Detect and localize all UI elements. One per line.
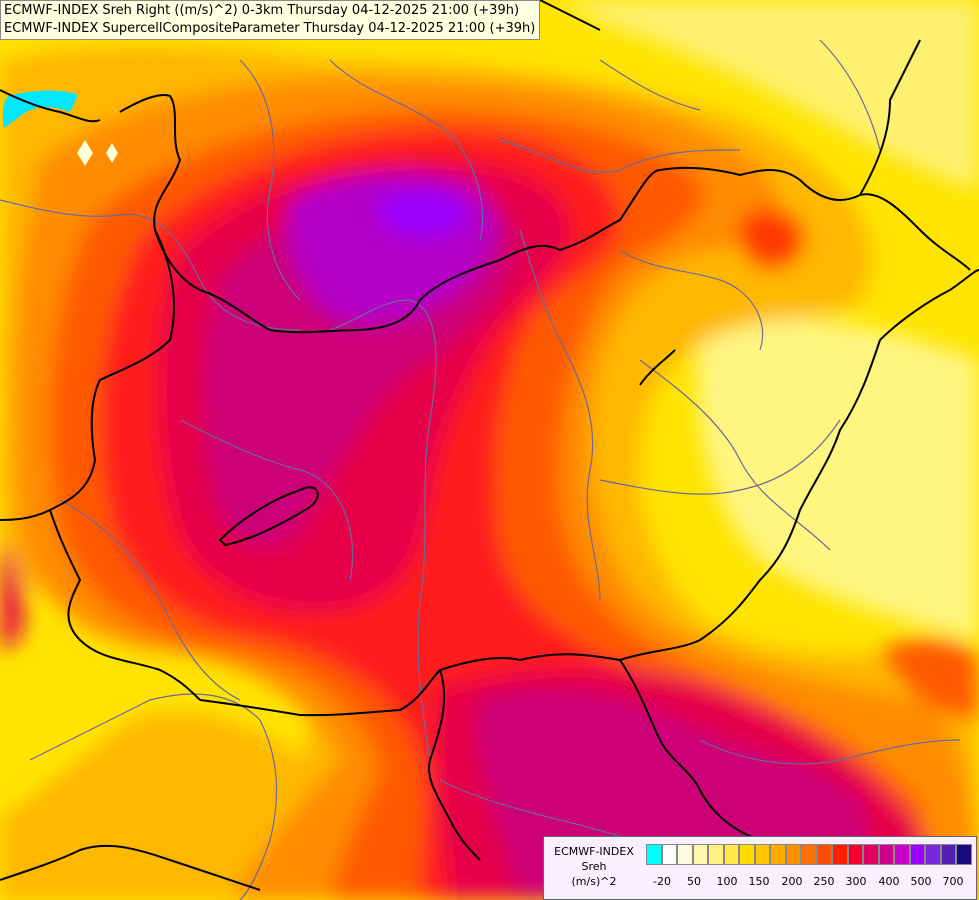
legend-swatch: [770, 844, 786, 865]
region-borders: [0, 39, 961, 900]
legend-swatch: [723, 844, 739, 865]
legend-swatch: [708, 844, 724, 865]
field-red-se: [880, 639, 979, 720]
legend-swatch: [816, 844, 832, 865]
title-line-sreh: ECMWF-INDEX Sreh Right ((m/s)^2) 0-3km T…: [4, 3, 520, 18]
legend-tick-label: -20: [653, 875, 671, 888]
field-light-yellow-ne: [560, 0, 979, 190]
legend-swatch: [878, 844, 894, 865]
legend-swatch: [940, 844, 956, 865]
legend-tick-label: 700: [942, 875, 964, 888]
field-light-yellow-east: [696, 317, 979, 640]
title-line-scp: ECMWF-INDEX SupercellCompositeParameter …: [4, 21, 536, 36]
field-red-ne-blob: [738, 207, 806, 270]
legend-tick-label: 50: [687, 875, 701, 888]
legend-swatch: [801, 844, 817, 865]
legend-tick-label: 100: [716, 875, 738, 888]
diamond-marks: [77, 140, 118, 166]
legend-swatch: [925, 844, 941, 865]
legend-swatch: [863, 844, 879, 865]
legend-swatch: [661, 844, 677, 865]
legend-ticks: -20 50 100 150 200 250 300 400 500 700: [642, 875, 972, 891]
legend-swatch: [909, 844, 925, 865]
legend-swatch: [956, 844, 972, 865]
legend-title: ECMWF-INDEX Sreh (m/s)^2: [546, 844, 642, 889]
legend-tick-label: 250: [813, 875, 835, 888]
legend-swatch: [754, 844, 770, 865]
legend-swatches: [646, 844, 972, 865]
legend-model: ECMWF-INDEX: [554, 845, 634, 858]
legend-swatch: [785, 844, 801, 865]
legend-tick-label: 200: [781, 875, 803, 888]
legend-swatch: [677, 844, 693, 865]
legend-tick-label: 300: [845, 875, 867, 888]
legend-swatch: [847, 844, 863, 865]
map-title-box: ECMWF-INDEX Sreh Right ((m/s)^2) 0-3km T…: [0, 0, 541, 40]
legend-tick-label: 400: [878, 875, 900, 888]
legend-swatch: [894, 844, 910, 865]
legend-swatch: [646, 844, 662, 865]
legend-swatch: [739, 844, 755, 865]
legend-swatch: [692, 844, 708, 865]
legend-tick-label: 500: [910, 875, 932, 888]
field-violet: [376, 191, 466, 237]
legend-unit: (m/s)^2: [571, 875, 617, 888]
field-red-west: [0, 540, 24, 650]
legend-swatch: [832, 844, 848, 865]
color-legend: ECMWF-INDEX Sreh (m/s)^2 -20 50 100 150 200 2…: [543, 836, 977, 900]
legend-tick-label: 150: [748, 875, 770, 888]
legend-param: Sreh: [581, 860, 607, 873]
